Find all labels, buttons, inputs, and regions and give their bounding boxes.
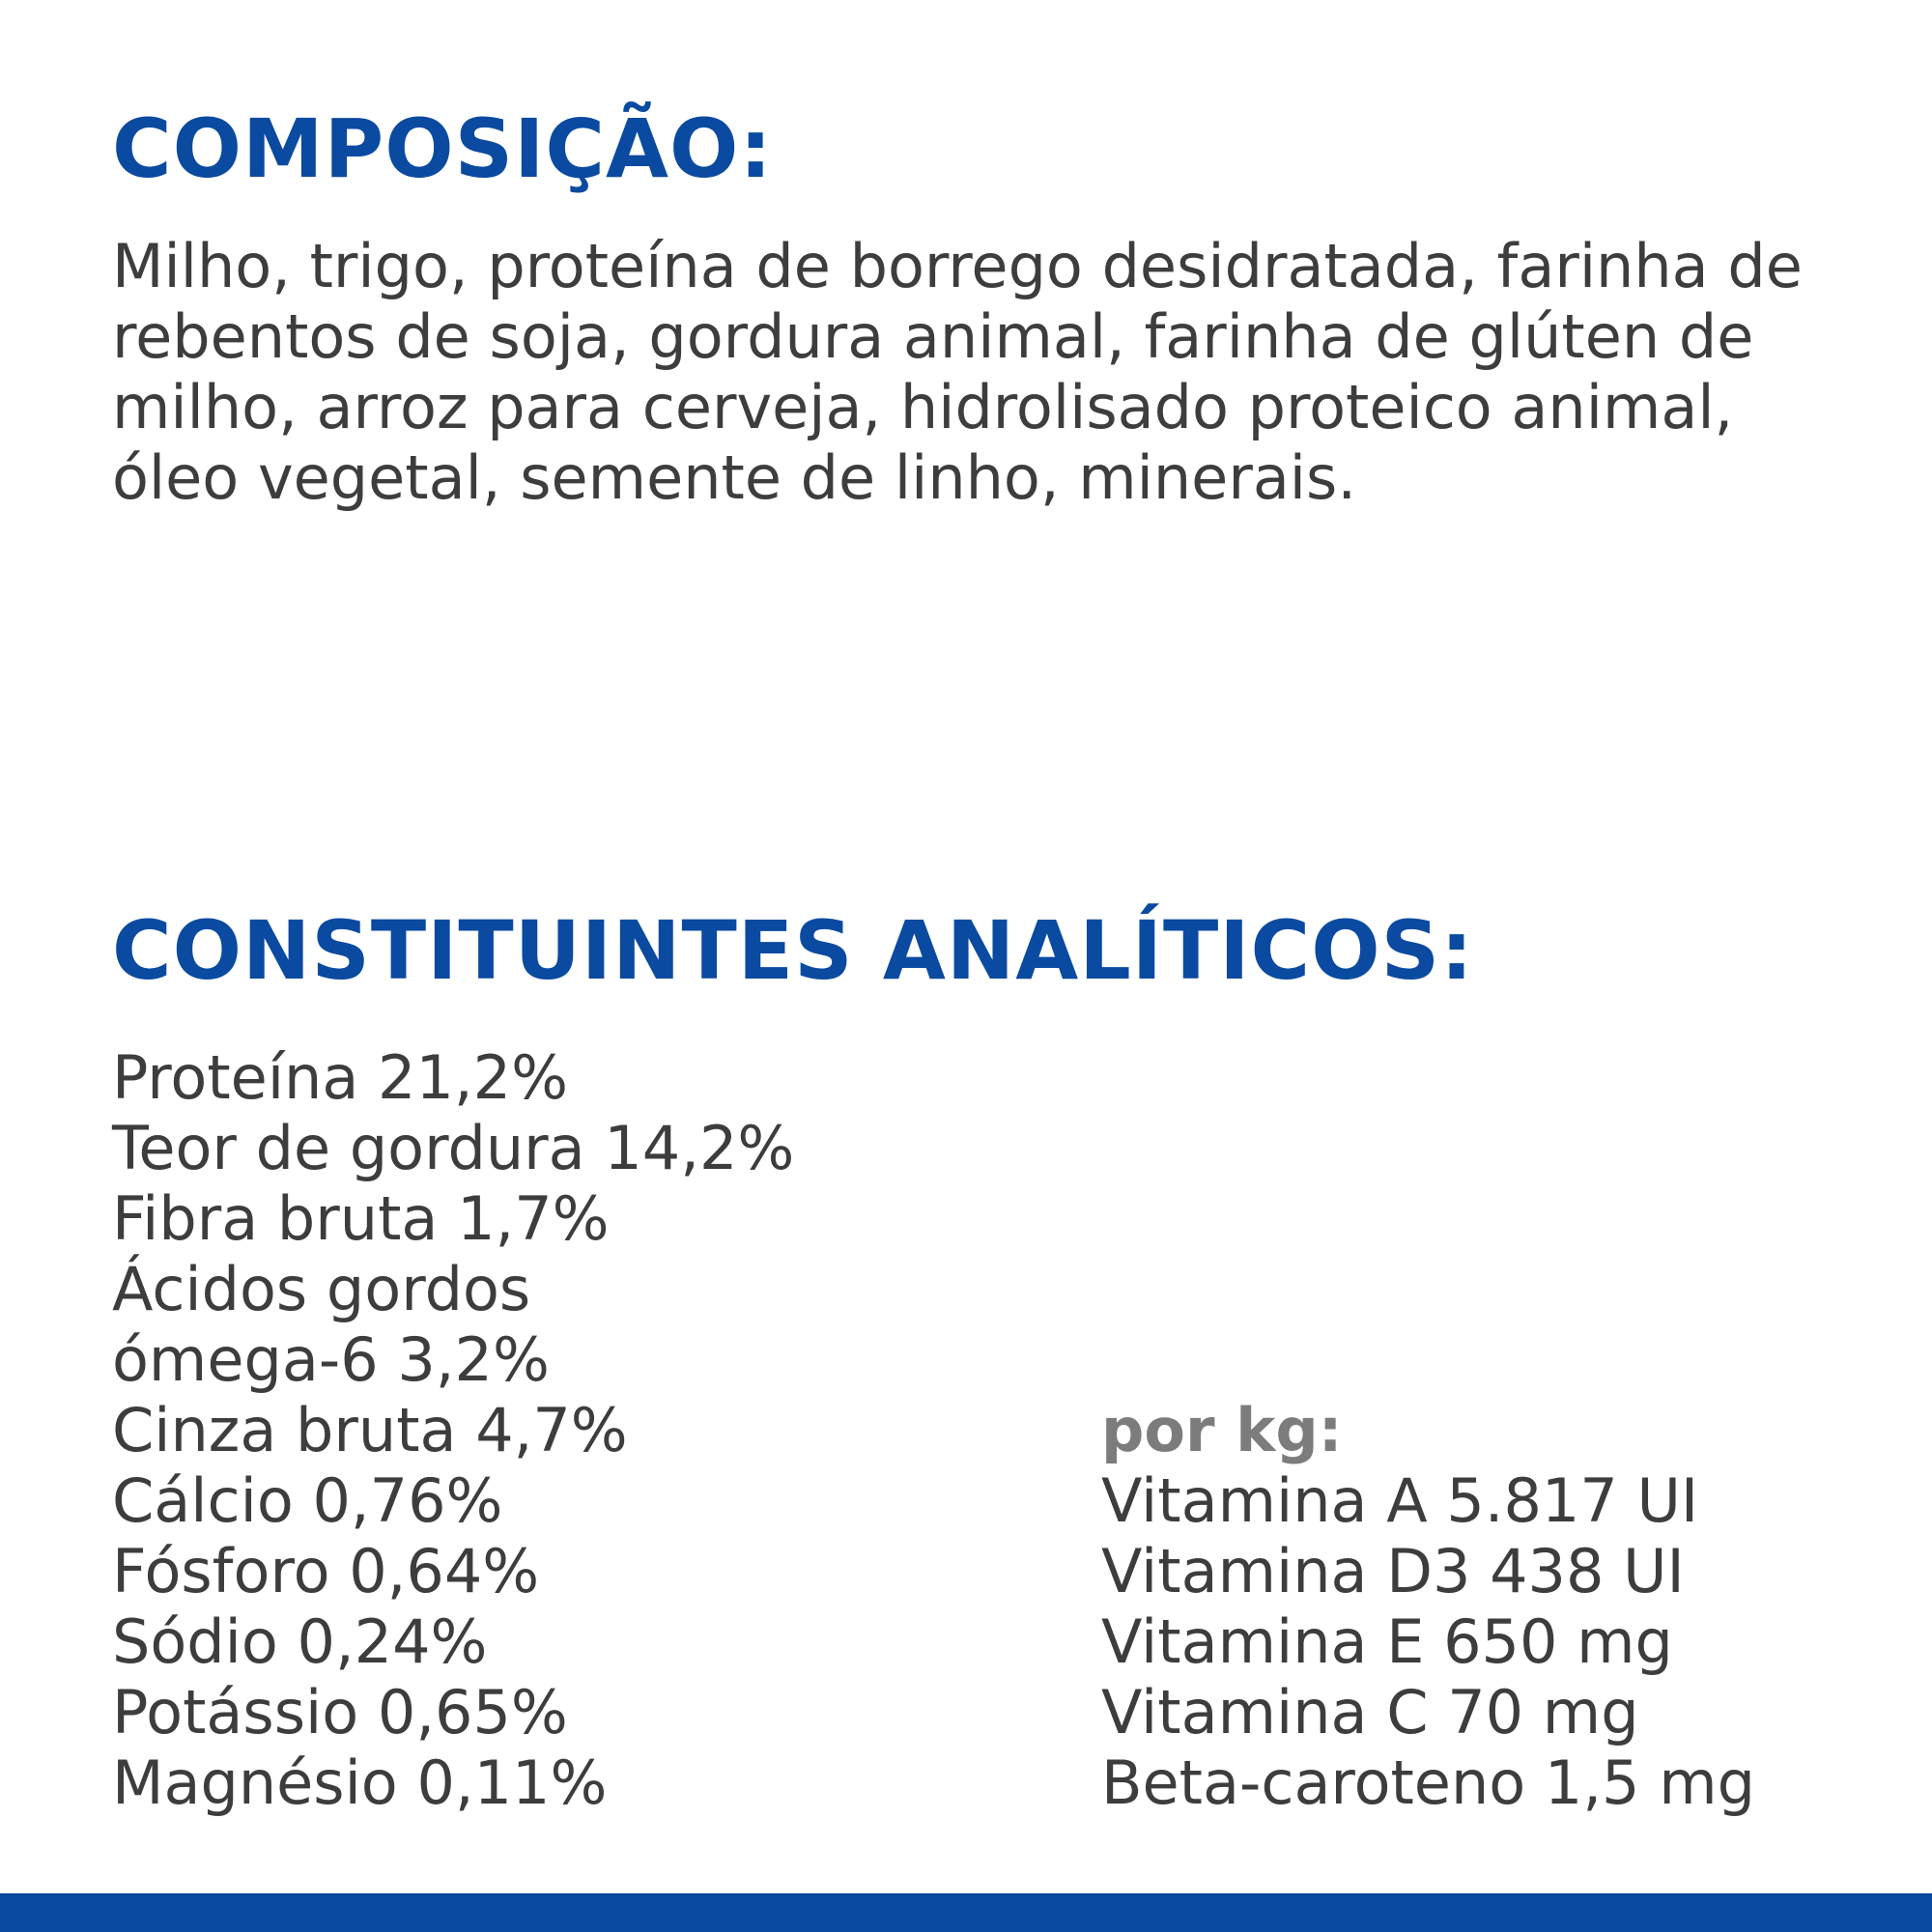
vitamin-item: Vitamina A 5.817 UI: [1101, 1465, 1699, 1536]
vitamin-item: Vitamina E 650 mg: [1101, 1606, 1673, 1677]
vitamin-item: Vitamina C 70 mg: [1101, 1677, 1639, 1747]
constituent-item: Potássio 0,65%: [112, 1677, 568, 1747]
constituent-item: Sódio 0,24%: [112, 1606, 488, 1677]
constituent-item: Fósforo 0,64%: [112, 1536, 540, 1606]
constituent-item: Teor de gordura 14,2%: [112, 1113, 795, 1183]
vitamin-list: Vitamina A 5.817 UI Vitamina D3 438 UI V…: [1101, 1465, 1755, 1818]
per-kg-section: por kg: Vitamina A 5.817 UI Vitamina D3 …: [1101, 1395, 1755, 1818]
constituent-item: Magnésio 0,11%: [112, 1747, 608, 1818]
per-kg-label: por kg:: [1101, 1395, 1343, 1465]
constituent-item: Cálcio 0,76%: [112, 1465, 503, 1536]
constituent-item: ómega-6 3,2%: [112, 1324, 550, 1395]
bottom-accent-bar: [0, 1893, 1932, 1932]
vitamin-item: Beta-caroteno 1,5 mg: [1101, 1747, 1755, 1818]
constituent-item: Proteína 21,2%: [112, 1042, 568, 1113]
constituents-heading: CONSTITUINTES ANALÍTICOS:: [112, 903, 1474, 998]
constituent-item: Fibra bruta 1,7%: [112, 1183, 610, 1254]
constituent-item: Cinza bruta 4,7%: [112, 1395, 628, 1465]
constituent-item: Ácidos gordos: [112, 1254, 531, 1324]
constituents-list: Proteína 21,2% Teor de gordura 14,2% Fib…: [112, 1042, 794, 1818]
composition-heading: COMPOSIÇÃO:: [112, 101, 774, 196]
vitamin-item: Vitamina D3 438 UI: [1101, 1536, 1685, 1606]
composition-text: Milho, trigo, proteína de borrego desidr…: [112, 231, 1803, 513]
